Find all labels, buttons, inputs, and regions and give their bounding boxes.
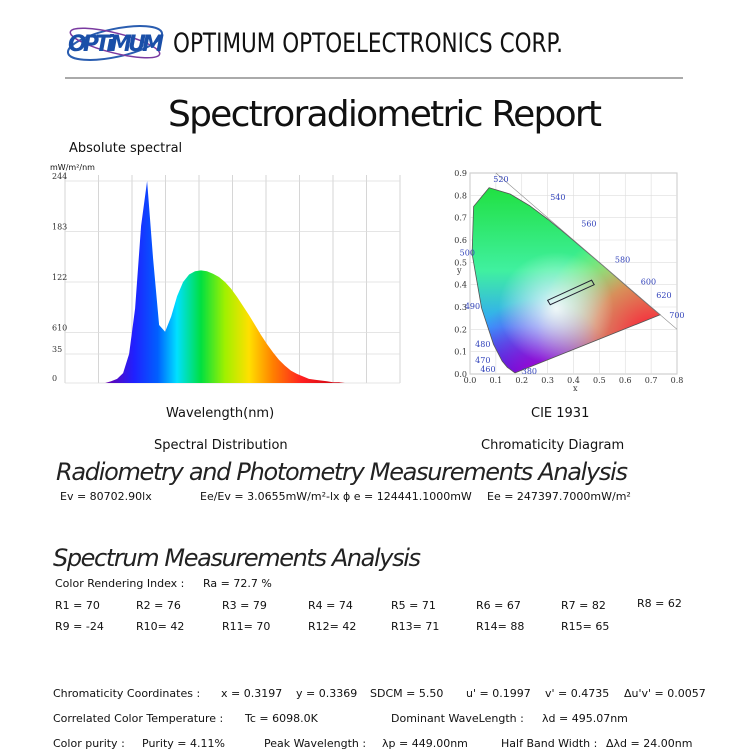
measurement: Δu'v' = 0.0057 (624, 687, 706, 700)
chart-title: Absolute spectral (69, 141, 182, 156)
diagonal (495, 172, 678, 330)
cri-value: R10= 42 (136, 620, 184, 633)
y-tick-label: 0.6 (454, 236, 467, 245)
y-tick-label: 0.9 (454, 169, 467, 178)
cri-value: R4 = 74 (308, 599, 353, 612)
cri-value: R2 = 76 (136, 599, 181, 612)
chart-caption: Chromaticity Diagram (481, 438, 624, 453)
x-tick-label: 0.8 (671, 376, 684, 385)
measurement: λp = 449.00nm (382, 737, 468, 750)
cri-value: R8 = 62 (637, 597, 682, 610)
y-axis-label: y (456, 266, 462, 275)
x-tick-label: 0.3 (541, 376, 554, 385)
y-tick-label: 0.5 (454, 258, 467, 267)
measurement: λd = 495.07nm (542, 712, 628, 725)
spectrum-area (105, 181, 345, 383)
cri-value: R7 = 82 (561, 599, 606, 612)
cri-value: R13= 71 (391, 620, 439, 633)
wavelength-label: 540 (550, 193, 565, 202)
x-tick-label: 0.0 (464, 376, 477, 385)
measurement: SDCM = 5.50 (370, 687, 443, 700)
measurement: Ee = 247397.7000mW/m² (487, 490, 631, 503)
chart-caption: Spectral Distribution (154, 438, 288, 453)
wavelength-label: 700 (669, 311, 684, 320)
cri-value: R15= 65 (561, 620, 609, 633)
wavelength-label: 500 (460, 249, 475, 258)
cri-value: R14= 88 (476, 620, 524, 633)
cri-values: R1 = 70 R2 = 76 R3 = 79 R4 = 74 R5 = 71 R6 = … (55, 597, 682, 633)
wavelength-label: 380 (522, 367, 537, 376)
x-axis-label: x (573, 384, 578, 393)
x-tick-label: 0.4 (567, 376, 580, 385)
y-tick-label: 0.1 (454, 348, 467, 357)
wavelength-label: 600 (641, 278, 656, 287)
measurement: x = 0.3197 (221, 687, 282, 700)
x-axis-label: Wavelength(nm) (166, 406, 274, 421)
wavelength-label: 620 (656, 291, 671, 300)
logo-text: OPTiMUM (68, 32, 164, 57)
measurement: Correlated Color Temperature : (53, 712, 223, 725)
wavelength-label: 580 (615, 255, 630, 264)
y-tick-label: 610 (52, 324, 67, 333)
y-tick-label: 0.3 (454, 303, 467, 312)
y-tick-label: 183 (52, 223, 67, 232)
wavelength-label: 460 (480, 365, 495, 374)
measurement: v' = 0.4735 (545, 687, 609, 700)
wavelength-label: 490 (465, 302, 480, 311)
cri-value: R1 = 70 (55, 599, 100, 612)
wavelength-label: 480 (475, 340, 490, 349)
wavelength-label: 520 (493, 175, 508, 184)
report-title: Spectroradiometric Report (168, 94, 602, 135)
cri-value: R6 = 67 (476, 599, 521, 612)
y-tick-label: 0.8 (454, 191, 467, 200)
measurement: Half Band Width : (501, 737, 597, 750)
measurement: Purity = 4.11% (142, 737, 225, 750)
y-tick-label: 0.4 (454, 281, 467, 290)
y-tick-label: 0.7 (454, 214, 467, 223)
wavelength-label: 560 (581, 220, 596, 229)
measurement: Δλd = 24.00nm (606, 737, 692, 750)
measurement: Color purity : (53, 737, 125, 750)
measurement: y = 0.3369 (296, 687, 357, 700)
cie-chart: CIE 1931 Chromaticity Diagram x y 0.0 0.1… (454, 169, 684, 453)
y-tick-label: 0.2 (454, 325, 467, 334)
section-heading: Spectrum Measurements Analysis (53, 544, 421, 572)
measurement-rows: Chromaticity Coordinates : x = 0.3197 y = … (53, 687, 706, 750)
spectral-chart: Absolute spectral mW/m²/nm Wavelength(nm… (50, 141, 401, 453)
x-tick-label: 0.7 (645, 376, 658, 385)
cri-value: R3 = 79 (222, 599, 267, 612)
x-tick-label: 0.2 (515, 376, 528, 385)
x-tick-label: 0.6 (619, 376, 632, 385)
measurement: Ee/Ev = 3.0655mW/m²-lx (200, 490, 340, 503)
y-tick-label: 0 (52, 374, 57, 383)
measurement: Dominant WaveLength : (391, 712, 524, 725)
y-tick-label: 244 (52, 172, 67, 181)
company-name: OPTIMUM OPTOELECTRONICS CORP. (173, 28, 563, 59)
cri-value: R5 = 71 (391, 599, 436, 612)
label: Color Rendering Index : (55, 577, 184, 590)
measurement: Chromaticity Coordinates : (53, 687, 200, 700)
measurement: u' = 0.1997 (466, 687, 531, 700)
cri-value: R11= 70 (222, 620, 270, 633)
measurement: Tc = 6098.0K (244, 712, 319, 725)
section-heading: Radiometry and Photometry Measurements A… (56, 458, 628, 486)
cri-value: R9 = -24 (55, 620, 104, 633)
y-tick-label: 0.0 (454, 370, 467, 379)
locus-fill (472, 187, 661, 373)
measurement: ϕ e = 124441.1000mW (343, 490, 472, 503)
y-tick-label: 122 (52, 273, 67, 282)
wavelength-label: 470 (475, 356, 490, 365)
y-unit: mW/m²/nm (50, 163, 95, 172)
chart-title: CIE 1931 (531, 406, 589, 421)
y-tick-label: 35 (52, 345, 62, 354)
cri-value: R12= 42 (308, 620, 356, 633)
logo: OPTiMUM (66, 25, 164, 61)
x-tick-label: 0.5 (593, 376, 606, 385)
x-tick-label: 0.1 (490, 376, 503, 385)
measurement: Ra = 72.7 % (203, 577, 272, 590)
measurement: Ev = 80702.90lx (60, 490, 152, 503)
planckian-band (546, 279, 595, 306)
measurement: Peak Wavelength : (264, 737, 366, 750)
